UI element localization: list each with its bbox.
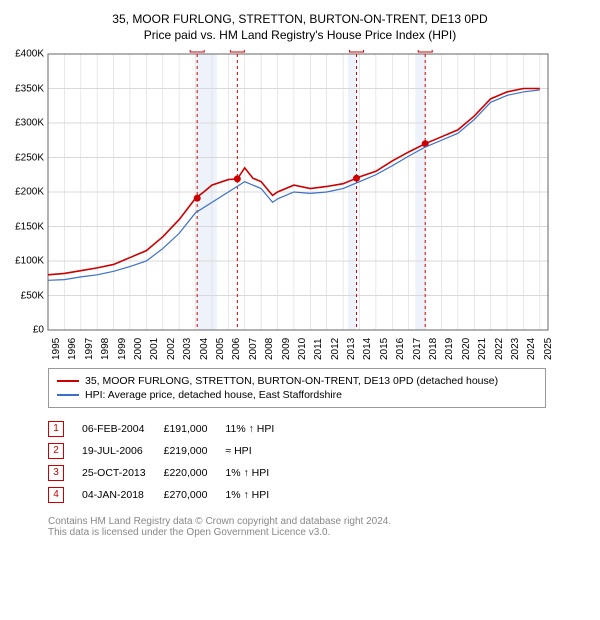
- chart-container: 1 2 3 4 £0 £50K £100K £150K £200K £250K £300K £350…: [10, 50, 590, 360]
- legend-swatch: [57, 380, 79, 382]
- x-tick-label: 2024: [526, 338, 537, 360]
- sale-price: £220,000: [164, 462, 226, 484]
- sale-date: 19-JUL-2006: [82, 440, 164, 462]
- legend-label: 35, MOOR FURLONG, STRETTON, BURTON-ON-TR…: [85, 375, 498, 387]
- y-tick-label: £150K: [15, 221, 44, 232]
- sale-num-badge: 2: [48, 443, 64, 459]
- x-tick-label: 2013: [346, 338, 357, 360]
- y-tick-label: £300K: [15, 118, 44, 129]
- chart-title-block: 35, MOOR FURLONG, STRETTON, BURTON-ON-TR…: [10, 12, 590, 42]
- y-tick-label: £400K: [15, 49, 44, 60]
- x-tick-label: 2019: [444, 338, 455, 360]
- y-tick-label: £200K: [15, 187, 44, 198]
- legend-item: 35, MOOR FURLONG, STRETTON, BURTON-ON-TR…: [57, 375, 537, 387]
- sale-num-badge: 3: [48, 465, 64, 481]
- sale-date: 04-JAN-2018: [82, 484, 164, 506]
- sale-delta: 11% ↑ HPI: [225, 418, 292, 440]
- y-tick-label: £350K: [15, 83, 44, 94]
- y-tick-label: £50K: [21, 290, 44, 301]
- sale-num-badge: 4: [48, 487, 64, 503]
- sale-row: 2 19-JUL-2006£219,000≈ HPI: [48, 440, 292, 462]
- sale-date: 25-OCT-2013: [82, 462, 164, 484]
- svg-text:3: 3: [354, 50, 360, 52]
- x-tick-label: 2025: [543, 338, 554, 360]
- x-tick-label: 2021: [477, 338, 488, 360]
- sale-row: 4 04-JAN-2018£270,0001% ↑ HPI: [48, 484, 292, 506]
- sale-date: 06-FEB-2004: [82, 418, 164, 440]
- sale-row: 3 25-OCT-2013£220,0001% ↑ HPI: [48, 462, 292, 484]
- x-tick-label: 2003: [182, 338, 193, 360]
- x-tick-label: 2006: [231, 338, 242, 360]
- x-tick-label: 2004: [199, 338, 210, 360]
- x-tick-label: 2009: [281, 338, 292, 360]
- y-tick-label: £100K: [15, 256, 44, 267]
- sale-price: £191,000: [164, 418, 226, 440]
- sale-price: £219,000: [164, 440, 226, 462]
- x-tick-label: 2023: [510, 338, 521, 360]
- y-tick-label: £250K: [15, 152, 44, 163]
- x-tick-label: 2012: [330, 338, 341, 360]
- sale-delta: 1% ↑ HPI: [225, 462, 292, 484]
- x-tick-label: 1998: [100, 338, 111, 360]
- legend-label: HPI: Average price, detached house, East…: [85, 389, 342, 401]
- x-tick-label: 1997: [84, 338, 95, 360]
- attribution: Contains HM Land Registry data © Crown c…: [48, 516, 590, 538]
- sale-num-badge: 1: [48, 421, 64, 437]
- x-tick-label: 2015: [379, 338, 390, 360]
- legend-swatch: [57, 394, 79, 396]
- sale-delta: ≈ HPI: [225, 440, 292, 462]
- svg-text:4: 4: [422, 50, 428, 52]
- x-tick-label: 2001: [149, 338, 160, 360]
- x-tick-label: 1996: [67, 338, 78, 360]
- x-tick-label: 2007: [248, 338, 259, 360]
- x-tick-label: 1995: [51, 338, 62, 360]
- x-tick-label: 2011: [313, 338, 324, 360]
- footer-line-2: This data is licensed under the Open Gov…: [48, 527, 590, 538]
- sale-delta: 1% ↑ HPI: [225, 484, 292, 506]
- title-line-2: Price paid vs. HM Land Registry's House …: [10, 28, 590, 42]
- x-tick-label: 2017: [412, 338, 423, 360]
- sale-price: £270,000: [164, 484, 226, 506]
- x-tick-label: 2008: [264, 338, 275, 360]
- x-tick-label: 2016: [395, 338, 406, 360]
- x-tick-label: 2022: [494, 338, 505, 360]
- x-tick-label: 2014: [362, 338, 373, 360]
- x-tick-label: 2005: [215, 338, 226, 360]
- y-tick-label: £0: [33, 325, 44, 336]
- svg-text:1: 1: [194, 50, 200, 52]
- x-tick-label: 2020: [461, 338, 472, 360]
- x-tick-label: 1999: [117, 338, 128, 360]
- legend: 35, MOOR FURLONG, STRETTON, BURTON-ON-TR…: [48, 368, 546, 408]
- price-chart: 1 2 3 4: [10, 50, 550, 360]
- sale-row: 1 06-FEB-2004£191,00011% ↑ HPI: [48, 418, 292, 440]
- x-tick-label: 2002: [166, 338, 177, 360]
- title-line-1: 35, MOOR FURLONG, STRETTON, BURTON-ON-TR…: [10, 12, 590, 26]
- svg-text:2: 2: [235, 50, 241, 52]
- x-tick-label: 2000: [133, 338, 144, 360]
- legend-item: HPI: Average price, detached house, East…: [57, 389, 537, 401]
- sales-table: 1 06-FEB-2004£191,00011% ↑ HPI 2 19-JUL-200…: [48, 418, 292, 506]
- x-tick-label: 2010: [297, 338, 308, 360]
- footer-line-1: Contains HM Land Registry data © Crown c…: [48, 516, 590, 527]
- x-tick-label: 2018: [428, 338, 439, 360]
